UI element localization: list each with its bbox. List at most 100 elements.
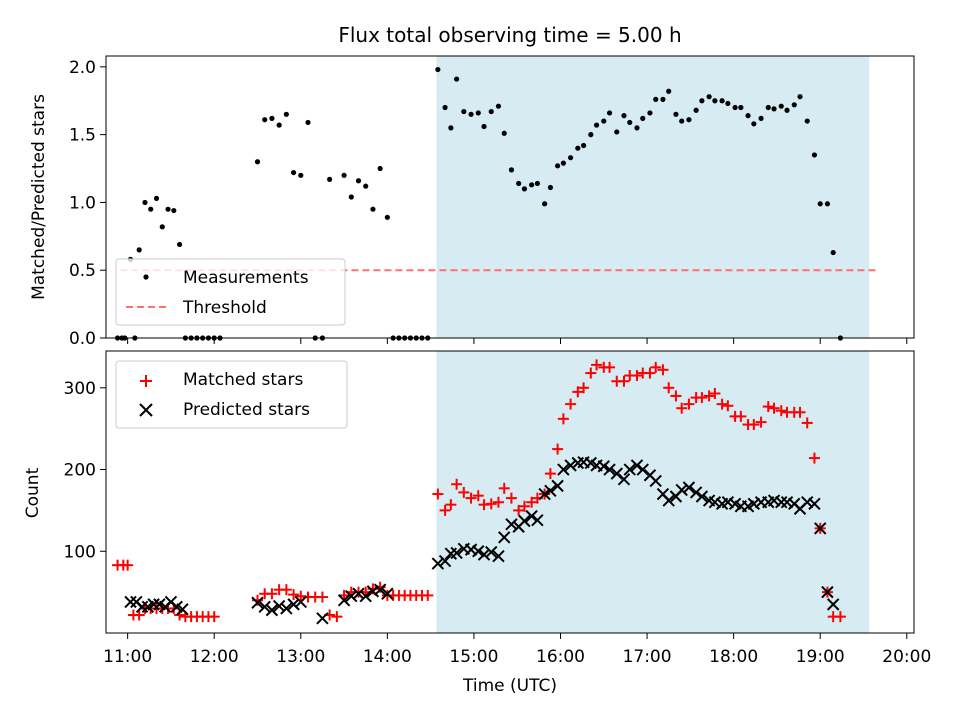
measurement-point bbox=[614, 129, 620, 135]
count-x-ticks: 11:00 12:00 13:00 14:00 15:00 16:00 17:00 18:00… bbox=[103, 633, 931, 667]
count-points bbox=[112, 359, 846, 625]
measurement-point bbox=[791, 102, 797, 108]
matched-star-point bbox=[208, 611, 220, 623]
predicted-star-point bbox=[531, 513, 544, 527]
matched-star-point bbox=[458, 486, 470, 498]
predicted-star-point bbox=[564, 459, 577, 472]
predicted-star-point bbox=[258, 600, 271, 614]
observing-interval-shade-bottom bbox=[436, 351, 870, 633]
measurement-point bbox=[706, 94, 712, 100]
predicted-star-point bbox=[610, 467, 623, 480]
measurement-point bbox=[712, 98, 718, 104]
predicted-star-point bbox=[721, 496, 735, 509]
matched-star-point bbox=[288, 589, 300, 601]
measurement-point bbox=[254, 159, 261, 165]
matched-star-point bbox=[683, 398, 695, 410]
measurement-point bbox=[634, 125, 640, 131]
measurement-point bbox=[778, 103, 784, 109]
matched-star-point bbox=[572, 386, 584, 398]
measurement-point bbox=[784, 107, 790, 113]
measurement-point bbox=[171, 207, 177, 214]
matched-star-point bbox=[604, 361, 616, 373]
measurement-point bbox=[348, 194, 354, 200]
ratio-x-ticks bbox=[127, 338, 908, 344]
measurement-point bbox=[508, 167, 515, 173]
measurement-point bbox=[745, 113, 751, 119]
predicted-star-point bbox=[821, 585, 834, 599]
predicted-star-point bbox=[366, 585, 380, 598]
measurement-point bbox=[516, 180, 522, 187]
measurement-point bbox=[159, 224, 165, 230]
x-tick-label: 20:00 bbox=[882, 647, 931, 667]
measurement-point bbox=[298, 172, 304, 178]
measurement-point bbox=[666, 88, 672, 94]
measurement-point bbox=[560, 160, 566, 166]
predicted-star-point bbox=[373, 583, 387, 596]
measurement-point bbox=[699, 98, 705, 104]
predicted-star-point bbox=[272, 599, 286, 613]
matched-star-point bbox=[492, 496, 504, 508]
measurement-point bbox=[830, 249, 836, 256]
predicted-star-point bbox=[477, 548, 491, 561]
predicted-star-point bbox=[381, 587, 394, 600]
observing-interval-shade-top bbox=[436, 56, 870, 338]
matched-star-point bbox=[526, 496, 538, 508]
matched-star-point bbox=[834, 611, 846, 623]
measurement-point bbox=[719, 98, 725, 104]
measurement-point bbox=[725, 100, 731, 107]
measurement-point bbox=[580, 142, 587, 149]
matched-star-point bbox=[451, 478, 463, 490]
matched-star-point bbox=[557, 413, 569, 425]
count-y-tick-label: 200 bbox=[64, 461, 96, 481]
predicted-star-point bbox=[450, 546, 463, 560]
predicted-star-point bbox=[352, 587, 365, 600]
predicted-star-point bbox=[808, 497, 821, 511]
predicted-star-point bbox=[603, 463, 616, 476]
matched-star-point bbox=[544, 468, 556, 480]
predicted-star-point bbox=[557, 463, 570, 476]
predicted-star-point bbox=[675, 483, 688, 497]
measurement-point bbox=[305, 119, 311, 126]
matched-star-point bbox=[439, 504, 451, 516]
measurement-point bbox=[738, 104, 744, 111]
measurement-point bbox=[542, 201, 548, 207]
predicted-star-point bbox=[708, 496, 722, 509]
matched-star-point bbox=[735, 410, 747, 422]
predicted-star-point bbox=[636, 463, 649, 476]
predicted-star-point bbox=[767, 494, 781, 507]
x-tick-label: 16:00 bbox=[536, 647, 585, 667]
predicted-star-point bbox=[525, 509, 538, 523]
measurement-point bbox=[758, 115, 764, 121]
measurement-point bbox=[771, 106, 777, 112]
predicted-star-point bbox=[294, 595, 307, 609]
matched-star-point bbox=[722, 400, 734, 412]
ratio-y-ticks: 0.0 0.5 1.0 1.5 2.0 bbox=[69, 58, 106, 349]
matched-star-point bbox=[644, 367, 656, 379]
measurement-point bbox=[481, 123, 487, 130]
measurement-point bbox=[555, 163, 561, 169]
measurement-point bbox=[521, 186, 528, 192]
measurement-point bbox=[488, 108, 494, 115]
matched-star-point bbox=[775, 405, 787, 417]
measurement-point bbox=[660, 96, 666, 102]
predicted-star-point bbox=[316, 612, 329, 625]
predicted-star-point bbox=[438, 554, 452, 568]
x-tick-label: 12:00 bbox=[190, 647, 239, 667]
ratio-y-tick-label: 1.5 bbox=[69, 126, 96, 146]
matched-star-point bbox=[755, 416, 767, 428]
ratio-legend-box bbox=[115, 258, 346, 326]
x-tick-label: 14:00 bbox=[363, 647, 412, 667]
matched-star-point bbox=[762, 401, 774, 413]
measurement-point bbox=[327, 176, 333, 182]
measurement-point bbox=[732, 104, 738, 111]
predicted-star-point bbox=[623, 463, 636, 476]
measurement-point bbox=[621, 113, 627, 119]
measurement-point bbox=[290, 169, 297, 176]
legend-measurements-label: Measurements bbox=[183, 268, 309, 288]
x-axis-label: Time (UTC) bbox=[462, 676, 557, 696]
predicted-star-point bbox=[544, 484, 557, 497]
measurement-point bbox=[269, 115, 275, 121]
measurement-point bbox=[797, 94, 803, 100]
measurement-point bbox=[136, 247, 142, 253]
